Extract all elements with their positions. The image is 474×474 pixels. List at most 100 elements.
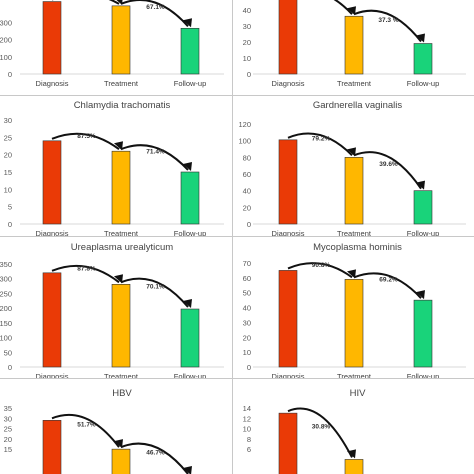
y-tick-label: 20 — [243, 38, 251, 47]
arrow-head — [416, 290, 425, 300]
bar-diagnosis — [42, 1, 62, 75]
bar-diagnosis — [42, 272, 62, 368]
x-tick-label: Treatment — [337, 372, 372, 378]
arrow-head — [114, 141, 123, 151]
percent-label: 37.3 % — [378, 17, 398, 24]
y-tick-label: 0 — [8, 70, 12, 79]
y-tick-label: 15 — [4, 168, 12, 177]
transition-arrow — [333, 0, 353, 15]
chart-title: Chlamydia trachomatis — [74, 100, 171, 111]
x-tick-label: Follow-up — [174, 229, 207, 236]
bar-treatment — [111, 5, 131, 75]
y-tick-label: 20 — [4, 151, 12, 160]
y-tick-label: 25 — [4, 425, 12, 434]
arrow-head — [183, 466, 192, 474]
transition-arrow — [287, 262, 353, 279]
bar-diagnosis — [278, 270, 298, 368]
y-tick-label: 25 — [4, 133, 12, 142]
y-tick-label: 350 — [0, 260, 12, 269]
bar-diagnosis — [42, 420, 62, 474]
bar-follow-up — [180, 308, 200, 368]
y-tick-label: 20 — [243, 333, 251, 342]
y-tick-label: 30 — [243, 318, 251, 327]
y-tick-label: 50 — [4, 348, 12, 357]
transition-arrow — [120, 144, 189, 171]
x-tick-label: Follow-up — [174, 79, 207, 88]
y-tick-label: 250 — [0, 289, 12, 298]
arrow-head — [183, 18, 192, 28]
arrow-head — [114, 274, 123, 284]
chart-panel-4: 0 20 40 60 80 100 120 Gardnerella vaginalis Diag… — [238, 100, 466, 236]
bar-treatment — [344, 157, 364, 225]
y-tick-label: 0 — [247, 70, 251, 79]
y-tick-label: 40 — [243, 304, 251, 313]
y-tick-label: 15 — [4, 445, 12, 454]
bar-diagnosis — [278, 139, 298, 225]
transition-arrow — [51, 414, 120, 448]
arrow-head — [183, 162, 192, 171]
x-tick-label: Diagnosis — [272, 79, 305, 88]
x-tick-label: Treatment — [104, 372, 139, 378]
y-tick-label: 0 — [247, 363, 251, 372]
x-tick-label: Diagnosis — [272, 372, 305, 378]
bar-follow-up — [413, 299, 433, 368]
y-tick-label: 12 — [243, 414, 251, 423]
bar-follow-up — [180, 27, 200, 75]
bar-follow-up — [180, 171, 200, 225]
y-tick-label: 40 — [243, 187, 251, 196]
percent-label: 67.1% — [146, 4, 165, 11]
bar-treatment — [111, 448, 131, 474]
y-tick-label: 70 — [243, 259, 251, 268]
percent-label: 46.7% — [146, 450, 165, 457]
chart-panel-3: 0 5 10 15 20 25 30 Chlamydia trachomatis Diagnos… — [4, 100, 224, 236]
y-tick-label: 30 — [4, 116, 12, 125]
y-tick-label: 20 — [243, 203, 251, 212]
arrow-head — [347, 269, 356, 279]
chart-panel-1: 0 100 200 300 Diagnosis Treatment Follow-up 67.… — [0, 0, 224, 88]
bar-follow-up — [413, 190, 433, 225]
y-tick-label: 10 — [4, 185, 12, 194]
x-tick-label: Diagnosis — [36, 79, 69, 88]
percent-label: 90.8% — [312, 262, 331, 269]
x-tick-label: Follow-up — [407, 229, 440, 236]
y-tick-label: 0 — [247, 220, 251, 229]
arrow-head — [114, 439, 123, 449]
y-tick-label: 100 — [0, 334, 12, 343]
transition-arrow — [287, 407, 353, 458]
percent-label: 39.6% — [379, 161, 398, 168]
y-tick-label: 200 — [0, 304, 12, 313]
y-tick-label: 300 — [0, 18, 12, 27]
y-tick-label: 50 — [243, 289, 251, 298]
y-tick-label: 8 — [247, 435, 251, 444]
arrow-head — [416, 180, 425, 190]
bar-treatment — [111, 284, 131, 368]
row-divider-3 — [0, 378, 474, 379]
y-tick-label: 0 — [8, 363, 12, 372]
y-tick-label: 60 — [243, 170, 251, 179]
arrow-head — [347, 147, 356, 157]
bar-follow-up — [413, 43, 433, 75]
transition-arrow — [51, 132, 120, 150]
y-tick-label: 5 — [8, 203, 12, 212]
chart-title: HIV — [350, 388, 367, 399]
percent-label: 51.7% — [77, 422, 96, 429]
bar-treatment — [344, 15, 364, 75]
transition-arrow — [51, 264, 120, 284]
y-tick-label: 300 — [0, 275, 12, 284]
y-tick-label: 100 — [238, 137, 251, 146]
arrow-head — [183, 299, 192, 309]
y-tick-label: 0 — [8, 220, 12, 229]
y-tick-label: 10 — [243, 425, 251, 434]
bar-treatment — [344, 279, 364, 368]
percent-label: 87.8% — [77, 266, 96, 273]
bar-treatment — [344, 459, 364, 474]
chart-panel-2: 0 10 20 30 40 Diagnosis Treatment Follow-up 37.3… — [243, 0, 466, 88]
bar-treatment — [111, 150, 131, 225]
chart-panel-6: 0 10 20 30 40 50 60 70 Mycoplasma hominis Diagnos… — [243, 242, 466, 378]
x-tick-label: Follow-up — [407, 79, 440, 88]
bar-diagnosis — [42, 140, 62, 225]
bar-diagnosis — [278, 0, 298, 75]
percent-label: 79.2% — [312, 136, 331, 143]
